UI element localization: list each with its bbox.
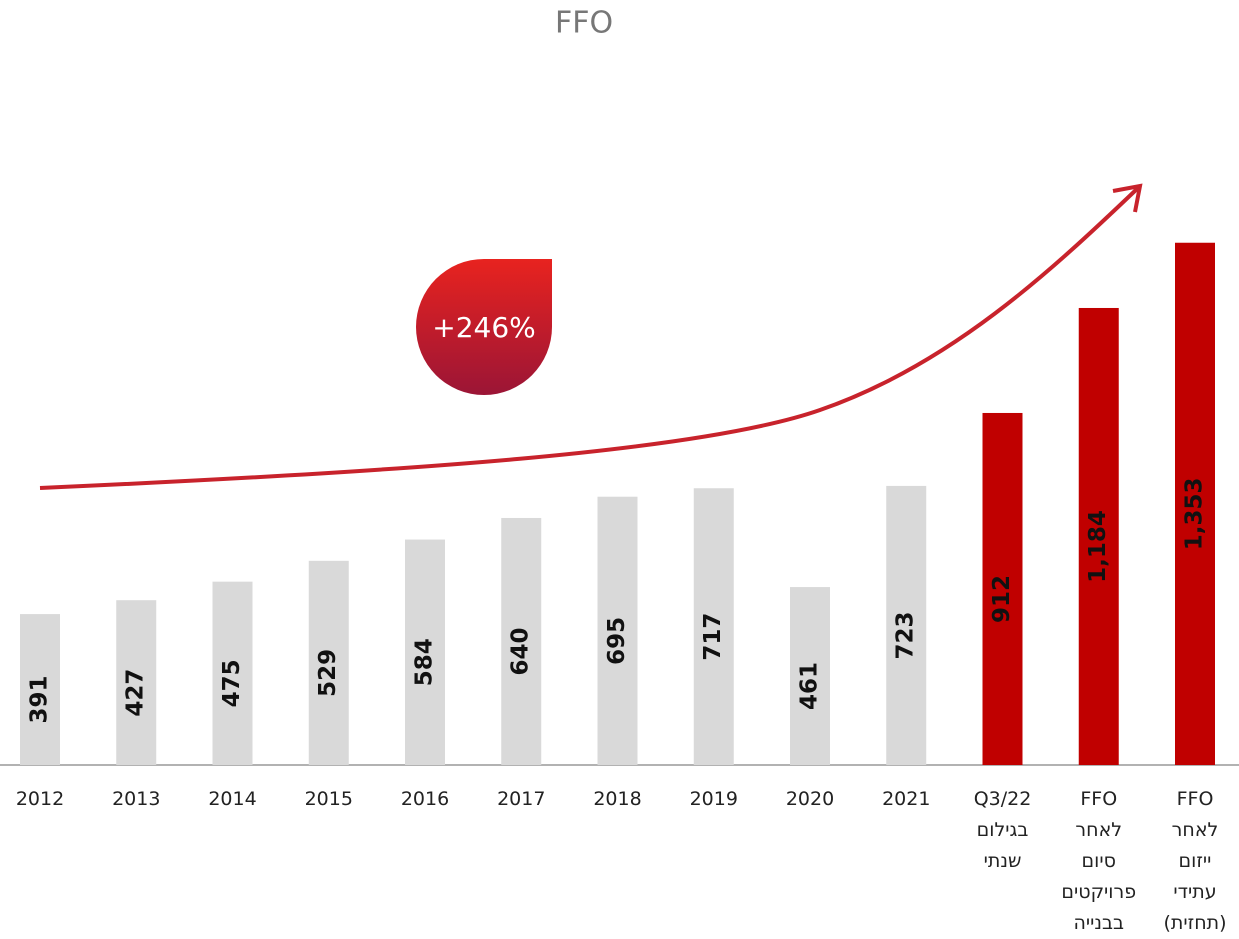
value-label: 1,184 [1085,510,1111,583]
value-label: 640 [508,627,534,675]
x-tick-label: 2018 [593,788,642,810]
x-tick-label: 2016 [400,788,450,810]
value-label: 475 [219,659,245,707]
x-tick-label: 2015 [304,788,353,810]
value-label: 695 [604,617,630,665]
annotation: +246% [432,311,536,344]
value-label: 427 [123,669,149,717]
bar [405,539,445,765]
value-label: 912 [989,575,1015,623]
x-tick-label: 2020 [785,788,835,810]
bar [308,560,349,765]
bar [501,517,542,765]
bar [597,496,638,765]
chart-title: FFO [555,6,613,41]
bar [1175,242,1215,765]
x-tick-label: 2017 [497,788,546,810]
bar [20,614,60,765]
x-tick-label: FFO לאחר ייזום עתידי (תחזית) [1163,788,1227,934]
bar [212,581,253,765]
growth-badge [416,259,552,395]
bar [982,412,1023,765]
value-label: 584 [412,638,438,686]
bar [693,488,734,765]
x-tick-label: 2019 [689,788,738,810]
x-tick-label: FFO לאחר סיום פרויקטים בבנייה [1061,788,1137,934]
bar [116,600,157,765]
x-tick-label: Q3/22 בגילום שנתי [973,788,1032,872]
x-tick-label: 2013 [112,788,161,810]
bar [1078,307,1119,765]
bar [790,587,830,765]
value-label: 461 [797,662,823,710]
bar [886,485,927,765]
arrow-head [1112,183,1143,213]
value-label: 717 [700,613,726,661]
x-tick-label: 2014 [208,788,257,810]
x-tick-label: 2021 [882,788,931,810]
value-label: 723 [893,611,919,659]
value-label: 1,353 [1182,477,1208,550]
value-label: 391 [27,676,53,724]
value-label: 529 [315,649,341,697]
trend-arrow [39,186,1140,490]
x-tick-label: 2012 [15,788,65,810]
